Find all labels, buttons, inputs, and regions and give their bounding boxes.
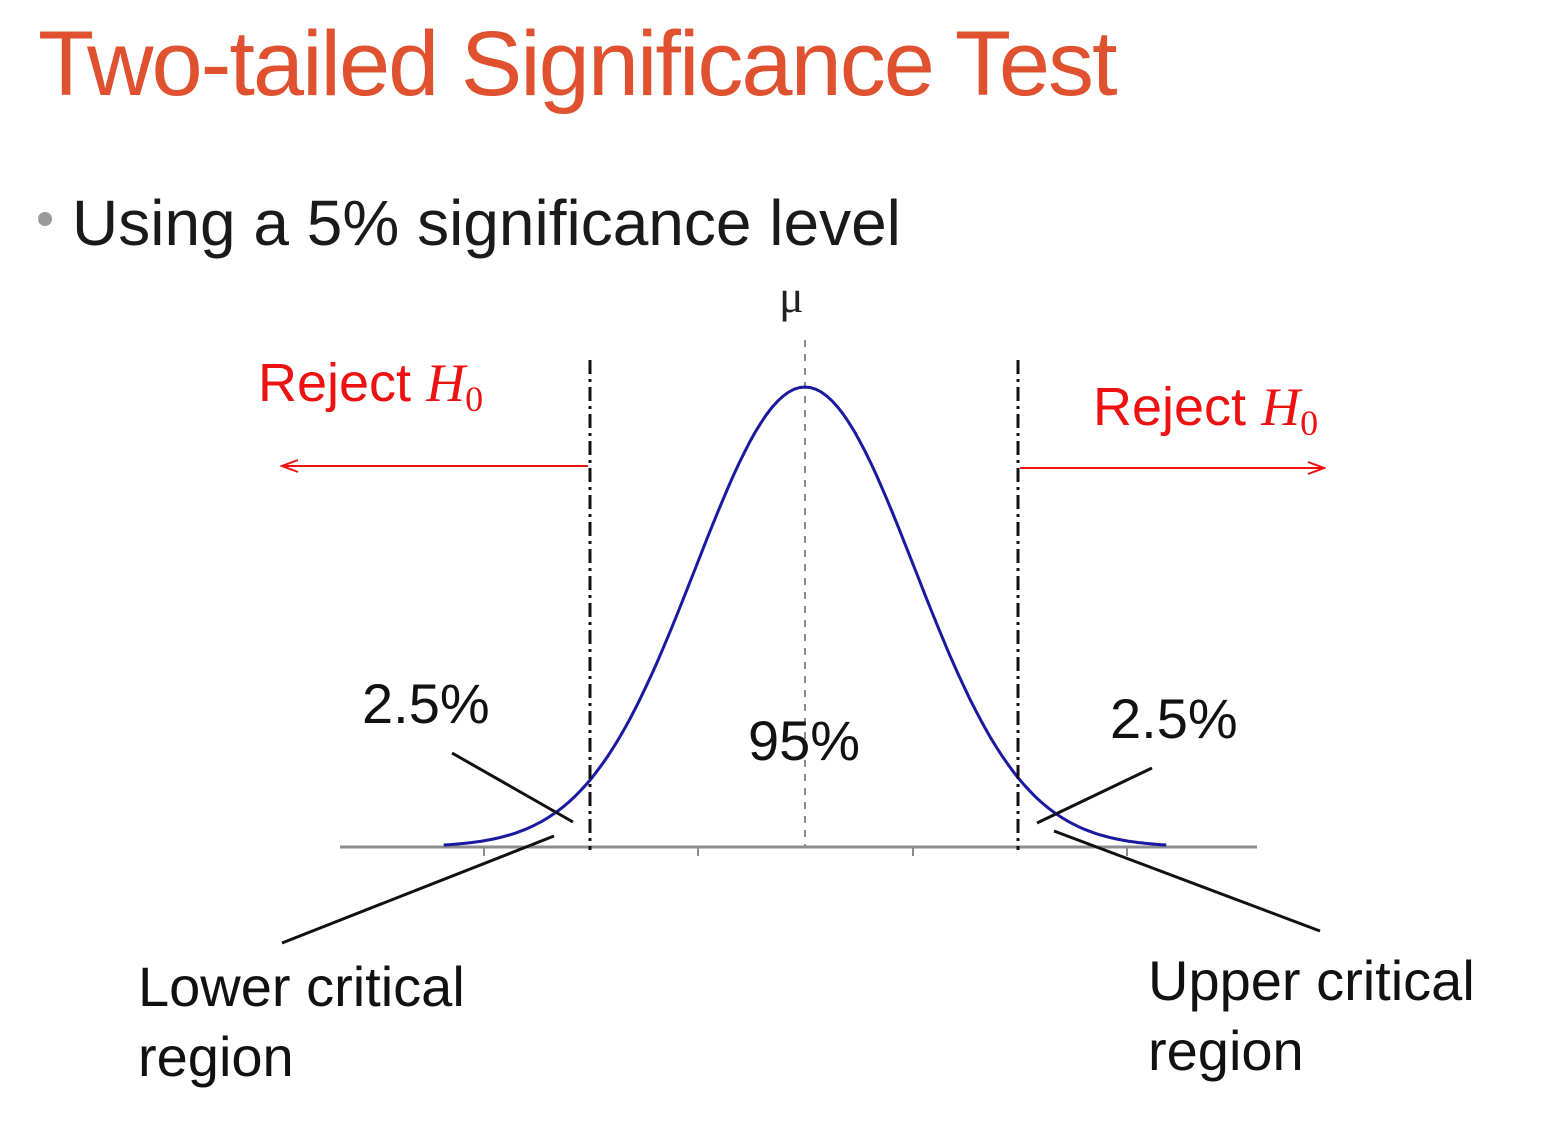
normal-curve [443, 385, 1167, 847]
bullet-point: Using a 5% significance level [38, 186, 901, 260]
reject-right-label: Reject H0 [1093, 377, 1319, 443]
bullet-dot-icon [38, 212, 52, 226]
upper-region-pointer [1053, 829, 1321, 933]
upper-tail-percent: 2.5% [1110, 687, 1238, 750]
slide-title: Two-tailed Significance Test [38, 13, 1118, 115]
bullet-text: Using a 5% significance level [72, 187, 901, 259]
tail-left-pointer [451, 751, 574, 824]
lower-critical-region-label: Lower critical region [138, 955, 465, 1088]
tail-right-pointer [1036, 766, 1153, 825]
lower-tail-percent: 2.5% [362, 672, 490, 735]
axis-ticks [483, 847, 1128, 856]
upper-critical-region-label: Upper critical region [1148, 949, 1475, 1082]
lower-region-pointer [281, 834, 555, 945]
center-percent: 95% [748, 709, 861, 772]
mean-label: μ [779, 271, 804, 322]
reject-left-label: Reject H0 [258, 353, 484, 419]
